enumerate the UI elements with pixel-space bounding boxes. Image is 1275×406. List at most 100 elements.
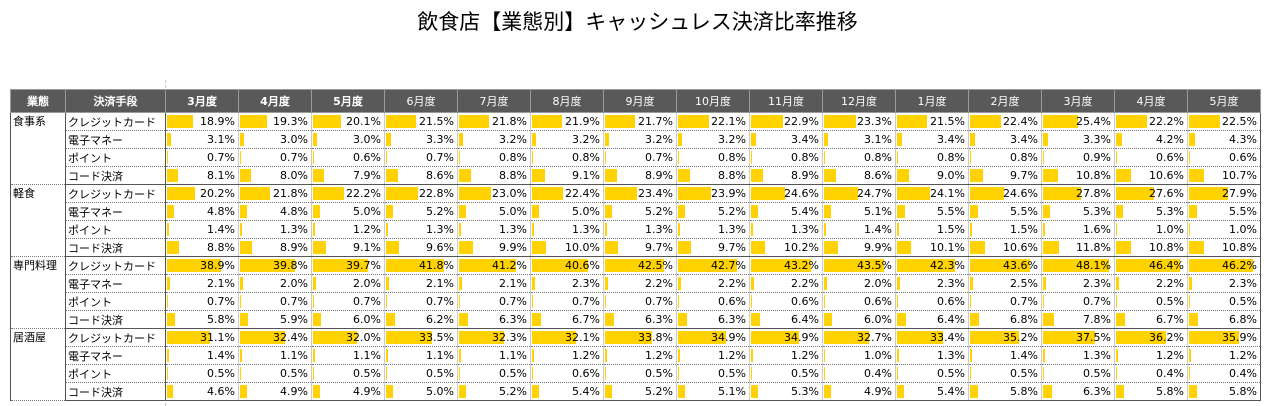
value-label: 1.4% <box>864 223 892 236</box>
table-row: ポイント 0.7% 0.7% 0.7% 0.7% 0.7% 0.7% 0.7% 0.6% 0.6%… <box>11 292 1261 311</box>
data-bar <box>897 223 900 236</box>
value-label: 8.1% <box>207 169 235 182</box>
data-bar <box>167 313 176 326</box>
value-cell: 42.5% <box>603 256 677 275</box>
value-cell: 8.9% <box>238 238 312 257</box>
data-bar <box>386 151 387 164</box>
value-cell: 1.4% <box>165 220 239 239</box>
table-row: 専門料理 クレジットカード 38.9% 39.8% 39.7% 41.8% 41.2% 40.… <box>10 256 1261 329</box>
data-bar <box>532 259 589 272</box>
data-bar <box>970 367 971 380</box>
value-label: 1.3% <box>718 223 746 236</box>
value-cell: 0.7% <box>165 292 239 311</box>
data-bar <box>167 295 168 308</box>
value-label: 4.9% <box>280 385 308 398</box>
value-label: 37.5% <box>1076 331 1111 344</box>
data-bar <box>605 259 664 272</box>
value-label: 0.8% <box>499 151 527 164</box>
value-cell: 39.7% <box>311 256 385 275</box>
value-cell: 32.7% <box>822 328 896 347</box>
data-bar <box>970 241 985 254</box>
value-cell: 5.5% <box>895 202 969 221</box>
value-cell: 1.1% <box>384 346 458 365</box>
value-label: 5.9% <box>280 313 308 326</box>
value-label: 0.6% <box>791 295 819 308</box>
value-cell: 23.0% <box>457 184 531 203</box>
data-bar <box>167 205 174 218</box>
data-bar <box>897 349 899 362</box>
value-label: 21.8% <box>492 115 527 128</box>
data-bar <box>678 241 692 254</box>
value-cell: 6.7% <box>530 310 604 329</box>
value-label: 32.0% <box>346 331 381 344</box>
data-bar <box>678 151 680 164</box>
value-label: 4.2% <box>1156 133 1184 146</box>
value-cell: 5.4% <box>749 202 823 221</box>
value-cell: 9.6% <box>384 238 458 257</box>
value-label: 3.4% <box>1010 133 1038 146</box>
value-cell: 3.4% <box>968 130 1042 149</box>
header-month: 10月度 <box>676 89 750 113</box>
value-cell: 0.8% <box>457 148 531 167</box>
value-label: 3.4% <box>937 133 965 146</box>
data-bar <box>970 259 1031 272</box>
value-cell: 2.3% <box>1041 274 1115 293</box>
data-bar <box>167 385 174 398</box>
value-cell: 5.2% <box>384 202 458 221</box>
data-bar <box>1116 277 1120 290</box>
data-bar <box>1116 349 1118 362</box>
category-label: 軽食 <box>10 184 66 257</box>
data-bar <box>240 205 247 218</box>
value-cell: 1.3% <box>603 220 677 239</box>
data-bar <box>678 115 709 128</box>
value-label: 9.1% <box>572 169 600 182</box>
data-bar <box>167 151 168 164</box>
value-cell: 5.4% <box>530 382 604 401</box>
value-label: 5.5% <box>1010 205 1038 218</box>
data-bar <box>240 223 242 236</box>
chart-title: 飲食店【業態別】キャッシュレス決済比率推移 <box>417 10 858 34</box>
value-cell: 0.8% <box>822 148 896 167</box>
data-bar <box>313 187 344 200</box>
header-month: 6月度 <box>384 89 458 113</box>
value-cell: 1.3% <box>457 220 531 239</box>
data-bar <box>1043 205 1051 218</box>
data-bar <box>313 223 315 236</box>
data-bar <box>970 277 974 290</box>
value-label: 10.6% <box>1149 169 1184 182</box>
value-label: 22.4% <box>1003 115 1038 128</box>
value-cell: 1.6% <box>1041 220 1115 239</box>
value-label: 21.7% <box>638 115 673 128</box>
value-cell: 22.4% <box>530 184 604 203</box>
value-label: 21.8% <box>273 187 308 200</box>
value-cell: 0.6% <box>749 292 823 311</box>
value-cell: 10.8% <box>1187 238 1261 257</box>
value-cell: 4.6% <box>165 382 239 401</box>
data-bar <box>459 277 462 290</box>
data-bar <box>1189 205 1197 218</box>
table-row: 居酒屋 クレジットカード 31.1% 32.4% 32.0% 33.5% 32.3% 32.1… <box>10 328 1261 401</box>
value-cell: 0.7% <box>165 148 239 167</box>
value-label: 5.0% <box>499 205 527 218</box>
data-bar <box>532 367 533 380</box>
value-label: 0.5% <box>207 367 235 380</box>
value-label: 0.5% <box>426 367 454 380</box>
value-cell: 1.1% <box>311 346 385 365</box>
value-label: 0.5% <box>791 367 819 380</box>
value-cell: 23.4% <box>603 184 677 203</box>
value-label: 8.0% <box>280 169 308 182</box>
data-bar <box>824 223 826 236</box>
value-label: 24.6% <box>1003 187 1038 200</box>
data-bar <box>824 313 833 326</box>
value-label: 22.5% <box>1222 115 1257 128</box>
value-label: 0.4% <box>1229 367 1257 380</box>
value-cell: 22.2% <box>311 184 385 203</box>
value-cell: 48.1% <box>1041 256 1115 275</box>
value-label: 6.7% <box>572 313 600 326</box>
value-cell: 32.3% <box>457 328 531 347</box>
value-cell: 2.1% <box>457 274 531 293</box>
value-cell: 27.9% <box>1187 184 1261 203</box>
data-bar <box>459 187 491 200</box>
value-label: 0.4% <box>1156 367 1184 380</box>
value-label: 0.7% <box>572 295 600 308</box>
